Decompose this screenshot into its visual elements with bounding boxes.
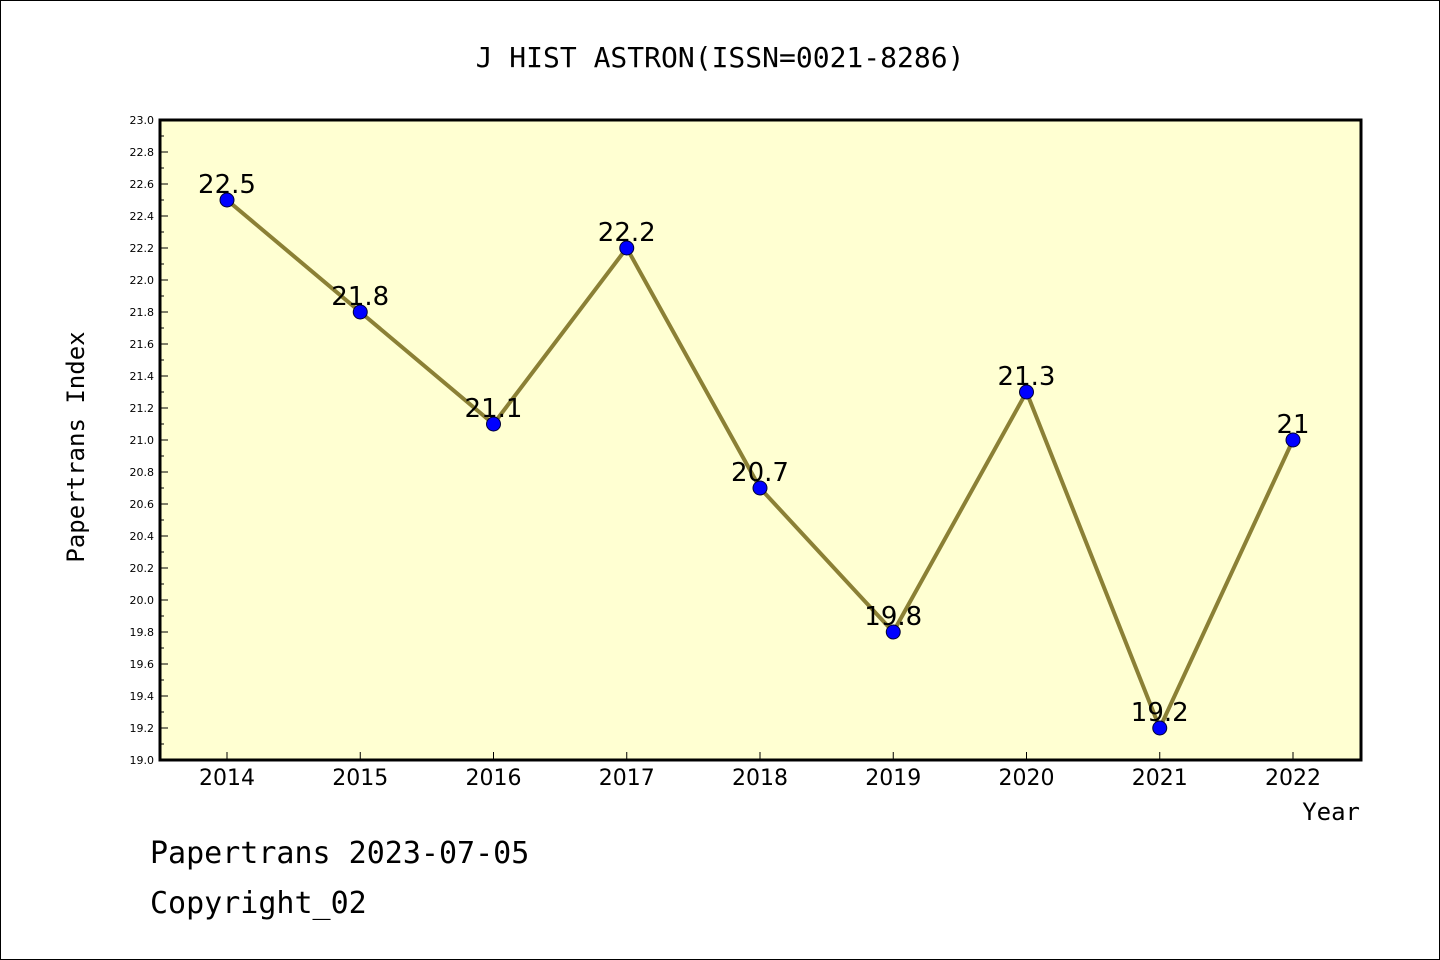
y-tick-label: 20.6 [130, 498, 155, 511]
data-label: 21.3 [998, 362, 1056, 392]
data-point [352, 304, 368, 320]
y-tick-label: 22.2 [130, 242, 155, 255]
x-tick-label: 2017 [599, 766, 655, 791]
y-tick-label: 23.0 [130, 114, 155, 127]
y-tick-label: 19.4 [130, 690, 155, 703]
data-point [885, 624, 901, 640]
y-axis-label: Papertrans Index [62, 331, 90, 562]
x-tick-label: 2019 [865, 766, 921, 791]
y-tick-label: 19.2 [130, 722, 155, 735]
data-point [1285, 432, 1301, 448]
data-label: 19.8 [864, 602, 922, 632]
x-axis-label: Year [1302, 798, 1360, 826]
x-tick-label: 2016 [466, 766, 522, 791]
data-markers [219, 192, 1301, 736]
y-tick-label: 22.8 [130, 146, 155, 159]
y-tick-label: 21.8 [130, 306, 155, 319]
y-tick-label: 22.0 [130, 274, 155, 287]
data-labels: 22.5 21.8 21.1 22.2 20.7 19.8 21.3 19.2 21 [198, 170, 1309, 728]
data-label: 21 [1276, 410, 1309, 440]
y-tick-label: 20.4 [130, 530, 155, 543]
data-label: 22.5 [198, 170, 256, 200]
x-tick-label: 2021 [1132, 766, 1188, 791]
y-tick-label: 19.6 [130, 658, 155, 671]
y-tick-label: 19.8 [130, 626, 155, 639]
footer-copyright: Copyright_02 [150, 886, 367, 921]
y-tick-label: 21.0 [130, 434, 155, 447]
chart-title: J HIST ASTRON(ISSN=0021-8286) [476, 41, 965, 74]
y-tick-label: 21.4 [130, 370, 155, 383]
y-tick-label: 22.6 [130, 178, 155, 191]
y-tick-label: 20.2 [130, 562, 155, 575]
data-point [219, 192, 235, 208]
y-tick-label: 22.4 [130, 210, 155, 223]
x-tick-label: 2022 [1265, 766, 1321, 791]
data-label: 19.2 [1131, 698, 1189, 728]
x-axis: 2014 2015 2016 2017 2018 2019 2020 2021 2022 [199, 752, 1321, 791]
x-tick-label: 2020 [999, 766, 1055, 791]
data-point [619, 240, 635, 256]
data-point [752, 480, 768, 496]
data-label: 21.1 [465, 394, 523, 424]
y-tick-label: 19.0 [130, 754, 155, 767]
data-point [486, 416, 501, 432]
x-tick-label: 2015 [332, 766, 388, 791]
data-point [1019, 384, 1034, 400]
y-axis: 19.0 19.2 19.4 19.6 19.8 20.0 20.2 20.4 20.6 20.8… [130, 114, 168, 767]
data-label: 21.8 [331, 282, 389, 312]
plot-area [158, 118, 1363, 762]
x-tick-label: 2018 [732, 766, 788, 791]
x-tick-label: 2014 [199, 766, 255, 791]
data-point [1152, 720, 1168, 736]
data-label: 22.2 [598, 218, 656, 248]
data-label: 20.7 [731, 458, 789, 488]
y-tick-label: 20.0 [130, 594, 155, 607]
y-tick-label: 21.2 [130, 402, 155, 415]
y-tick-label: 20.8 [130, 466, 155, 479]
y-tick-label: 21.6 [130, 338, 155, 351]
footer-date: Papertrans 2023-07-05 [150, 836, 530, 871]
